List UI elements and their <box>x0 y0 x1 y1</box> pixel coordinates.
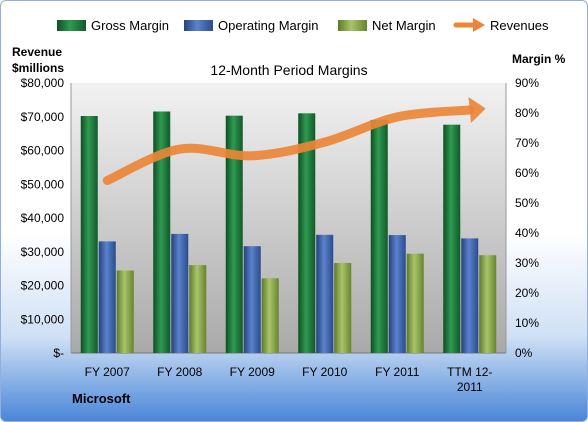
bar-operating-margin <box>171 233 189 353</box>
revenue-line <box>102 105 475 185</box>
right-axis-label: Margin % <box>512 52 566 66</box>
bar-gross-margin <box>298 113 316 353</box>
right-tick-label: 30% <box>515 256 539 270</box>
bar-operating-margin <box>388 235 406 353</box>
bar-series <box>80 111 497 354</box>
legend-label-net-margin: Net Margin <box>372 18 436 33</box>
left-tick-label: $30,000 <box>21 245 65 259</box>
right-tick-label: 50% <box>515 196 539 210</box>
plot-area <box>71 83 506 353</box>
category-label: 2011 <box>457 380 483 394</box>
left-tick-label: $10,000 <box>21 312 65 326</box>
legend: Gross Margin Operating Margin Net Margin… <box>57 18 549 33</box>
bar-gross-margin <box>153 111 171 353</box>
bar-net-margin <box>116 270 134 353</box>
bar-gross-margin <box>80 116 98 353</box>
chart-title: 12-Month Period Margins <box>210 62 367 78</box>
legend-label-gross-margin: Gross Margin <box>91 18 169 33</box>
right-tick-label: 10% <box>515 316 539 330</box>
company-label: Microsoft <box>72 391 131 406</box>
revenue-line-series <box>102 97 486 185</box>
right-tick-labels: 0% 10% 20% 30% 40% 50% 60% 70% 80% 90% <box>515 76 539 360</box>
left-tick-label: $- <box>53 346 64 360</box>
bar-net-margin <box>406 253 424 353</box>
bar-operating-margin <box>461 238 479 353</box>
legend-arrowhead-revenues <box>473 18 485 32</box>
left-axis-label-line1: Revenue <box>12 45 62 59</box>
bar-net-margin <box>261 278 279 353</box>
right-tick-label: 80% <box>515 106 539 120</box>
bar-gross-margin <box>225 115 243 353</box>
right-tick-label: 0% <box>515 346 533 360</box>
right-tick-label: 60% <box>515 166 539 180</box>
bar-operating-margin <box>98 241 116 353</box>
legend-label-operating-margin: Operating Margin <box>218 18 318 33</box>
legend-swatch-operating-margin <box>184 20 213 31</box>
bar-operating-margin <box>316 234 334 353</box>
bar-gross-margin <box>370 119 388 354</box>
legend-swatch-gross-margin <box>57 20 86 31</box>
left-tick-label: $80,000 <box>21 76 65 90</box>
category-label: FY 2008 <box>157 365 202 379</box>
category-label: FY 2007 <box>85 365 130 379</box>
category-label: TTM 12- <box>447 365 492 379</box>
category-label: FY 2009 <box>230 365 275 379</box>
left-tick-label: $50,000 <box>21 177 65 191</box>
left-tick-label: $60,000 <box>21 144 65 158</box>
right-tick-label: 40% <box>515 226 539 240</box>
revenue-arrowhead <box>468 97 486 123</box>
bar-gross-margin <box>443 124 461 353</box>
right-tick-label: 70% <box>515 136 539 150</box>
legend-label-revenues: Revenues <box>490 18 549 33</box>
category-label: FY 2010 <box>302 365 347 379</box>
right-tick-label: 20% <box>515 286 539 300</box>
left-tick-label: $70,000 <box>21 110 65 124</box>
left-axis-label-line2: $millions <box>12 61 64 75</box>
left-tick-label: $20,000 <box>21 279 65 293</box>
category-label: FY 2011 <box>375 365 420 379</box>
category-labels: FY 2007 FY 2008 FY 2009 FY 2010 FY 2011 TTM 1… <box>85 365 493 394</box>
legend-swatch-net-margin <box>338 20 367 31</box>
left-tick-labels: $- $10,000 $20,000 $30,000 $40,000 $50,000 $60… <box>21 76 65 360</box>
right-tick-label: 90% <box>515 76 539 90</box>
left-tick-label: $40,000 <box>21 211 65 225</box>
bar-net-margin <box>479 255 497 353</box>
bar-net-margin <box>334 263 352 353</box>
bar-operating-margin <box>243 246 261 353</box>
bar-net-margin <box>189 265 207 353</box>
